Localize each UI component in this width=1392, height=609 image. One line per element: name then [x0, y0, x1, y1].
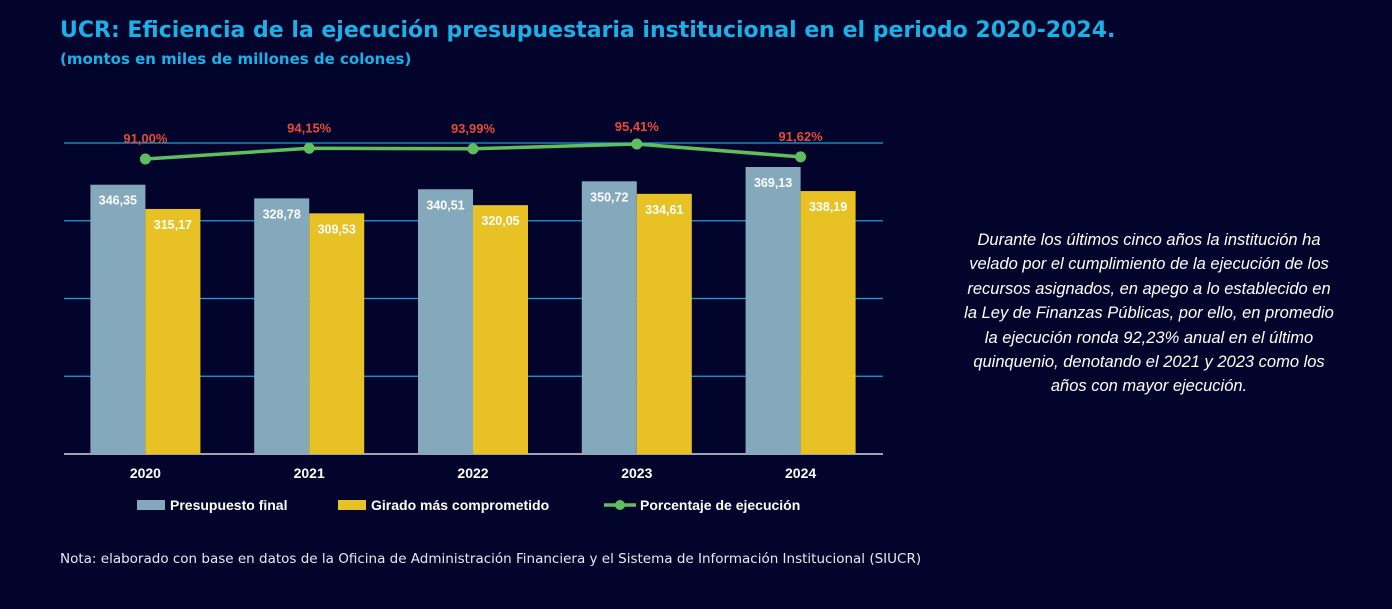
label-girado-2020: 315,17 [154, 218, 192, 232]
label-presupuesto-2022: 340,51 [426, 198, 464, 212]
point-porcentaje-2021 [303, 142, 315, 154]
label-porcentaje-2020: 91,00% [123, 131, 168, 146]
label-presupuesto-2020: 346,35 [99, 194, 137, 208]
label-girado-2023: 334,61 [645, 203, 683, 217]
source-note: Nota: elaborado con base en datos de la … [60, 551, 922, 567]
label-porcentaje-2023: 95,41% [615, 119, 660, 134]
bar-girado-2021 [309, 213, 365, 454]
bar-girado-2022 [473, 205, 528, 454]
legend-swatch-girado [338, 500, 366, 510]
x-tick-2024: 2024 [785, 465, 816, 481]
label-presupuesto-2021: 328,78 [263, 207, 301, 221]
side-commentary: Durante los últimos cinco años la instit… [964, 231, 1334, 396]
label-girado-2021: 309,53 [318, 222, 356, 236]
x-tick-2023: 2023 [621, 465, 652, 481]
x-tick-2020: 2020 [130, 465, 161, 481]
point-porcentaje-2024 [795, 151, 807, 163]
bar-presupuesto-2021 [254, 198, 310, 454]
bar-presupuesto-2023 [581, 181, 637, 455]
bar-girado-2020 [145, 208, 201, 454]
label-porcentaje-2021: 94,15% [287, 120, 332, 135]
chart-title: UCR: Eficiencia de la ejecución presupue… [60, 18, 1116, 43]
point-porcentaje-2023 [631, 138, 643, 150]
label-porcentaje-2022: 93,99% [451, 121, 496, 136]
bar-girado-2023 [636, 193, 692, 454]
legend-swatch-porcentaje-dot [615, 500, 625, 510]
legend-swatch-presupuesto [137, 500, 165, 510]
label-girado-2022: 320,05 [481, 214, 519, 228]
bar-line-chart: 346,35 315,17 2020 328,78 309,53 2021 340,51 32… [64, 119, 883, 513]
legend-label-girado: Girado más comprometido [371, 497, 549, 513]
point-porcentaje-2020 [139, 153, 151, 165]
chart-subtitle: (montos en miles de millones de colones) [60, 50, 412, 68]
label-girado-2024: 338,19 [809, 200, 847, 214]
bar-presupuesto-2020 [90, 184, 146, 454]
label-porcentaje-2024: 91,62% [779, 129, 824, 144]
point-porcentaje-2022 [467, 143, 479, 155]
bar-presupuesto-2022 [418, 189, 473, 454]
label-presupuesto-2024: 369,13 [754, 176, 792, 190]
label-presupuesto-2023: 350,72 [590, 190, 628, 204]
x-tick-2022: 2022 [457, 465, 488, 481]
legend-label-porcentaje: Porcentaje de ejecución [640, 497, 800, 513]
bar-presupuesto-2024 [745, 167, 801, 455]
x-tick-2021: 2021 [294, 465, 325, 481]
bar-girado-2024 [800, 191, 856, 454]
legend-label-presupuesto: Presupuesto final [170, 497, 287, 513]
